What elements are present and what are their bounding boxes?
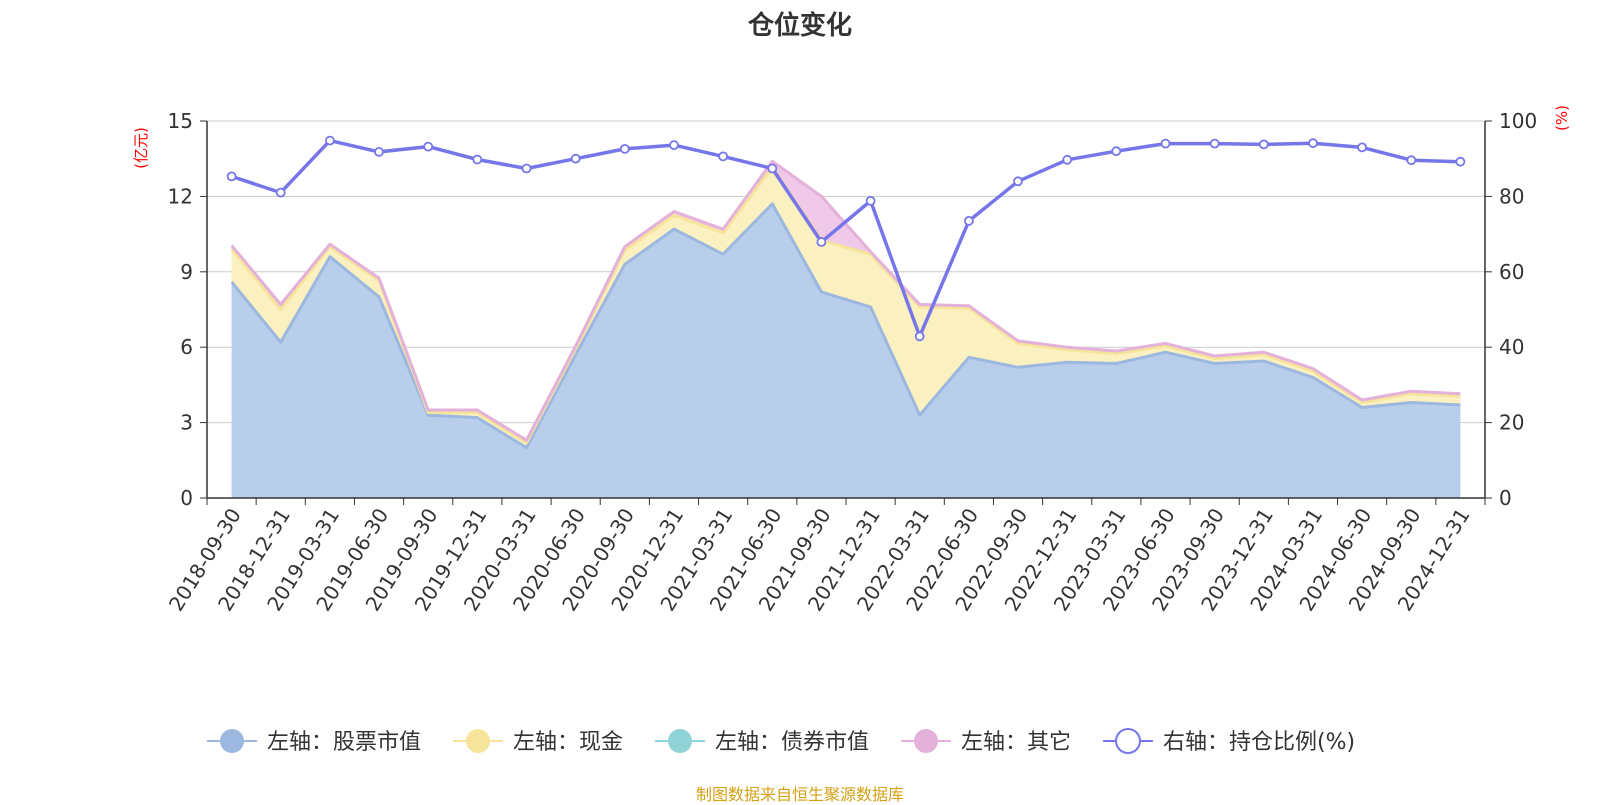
ratio-point bbox=[1013, 176, 1023, 187]
left-axis-tick-label: 0 bbox=[180, 486, 193, 510]
right-axis-unit-label: (%) bbox=[1553, 105, 1571, 131]
legend-item: 右轴：持仓比例(%) bbox=[1103, 728, 1355, 755]
legend-marker-icon bbox=[1115, 728, 1141, 754]
legend-label: 左轴：股票市值 bbox=[267, 730, 421, 755]
right-axis-tick-label: 80 bbox=[1499, 184, 1524, 208]
ratio-point bbox=[570, 153, 581, 164]
ratio-point bbox=[1209, 138, 1220, 149]
ratio-point bbox=[1160, 138, 1171, 149]
legend-marker-icon bbox=[466, 729, 490, 753]
chart-title: 仓位变化 bbox=[747, 10, 852, 41]
ratio-point bbox=[1357, 142, 1367, 153]
left-axis-tick-label: 9 bbox=[180, 260, 193, 284]
ratio-point bbox=[767, 163, 778, 174]
legend-label: 左轴：现金 bbox=[513, 730, 623, 755]
legend-item: 左轴：股票市值 bbox=[207, 729, 421, 755]
ratio-point bbox=[1062, 154, 1073, 165]
ratio-point bbox=[619, 143, 630, 154]
legend-item: 左轴：其它 bbox=[901, 729, 1071, 755]
legend-item: 左轴：债券市值 bbox=[655, 729, 869, 755]
ratio-point bbox=[669, 140, 679, 151]
area-line-series-4 bbox=[230, 159, 1461, 442]
ratio-point bbox=[226, 171, 237, 182]
ratio-point bbox=[374, 146, 384, 157]
data-source-footer: 制图数据来自恒生聚源数据库 bbox=[695, 785, 904, 804]
ratio-point bbox=[914, 331, 925, 342]
right-axis-tick-label: 100 bbox=[1499, 109, 1537, 133]
right-axis-tick-label: 0 bbox=[1499, 486, 1512, 510]
ratio-point bbox=[324, 135, 335, 146]
ratio-point bbox=[1455, 156, 1466, 167]
right-axis-tick-label: 40 bbox=[1499, 335, 1524, 359]
legend-label: 左轴：其它 bbox=[961, 730, 1071, 755]
legend-label: 右轴：持仓比例(%) bbox=[1163, 730, 1355, 755]
ratio-point bbox=[1258, 139, 1269, 150]
right-axis-tick-label: 60 bbox=[1499, 260, 1524, 284]
area-line-series-2 bbox=[230, 166, 1461, 445]
left-axis-tick-label: 15 bbox=[168, 109, 193, 133]
right-axis-tick-label: 20 bbox=[1499, 411, 1524, 435]
ratio-line bbox=[231, 138, 1461, 339]
ratio-point bbox=[1308, 138, 1318, 149]
legend: 左轴：股票市值 左轴：现金 左轴：债券市值 左轴：其它 右轴：持仓比例(%) bbox=[207, 728, 1355, 755]
ratio-point bbox=[865, 195, 876, 206]
ratio-point bbox=[423, 141, 434, 152]
legend-marker-icon bbox=[914, 729, 938, 753]
ratio-point bbox=[964, 215, 974, 226]
ratio-point bbox=[718, 151, 728, 162]
ratio-point bbox=[472, 154, 483, 165]
ratio-point bbox=[816, 237, 827, 247]
legend-label: 左轴：债券市值 bbox=[715, 730, 869, 755]
ratio-line-layer bbox=[226, 135, 1466, 342]
ratio-point bbox=[275, 187, 286, 198]
left-axis-tick-label: 12 bbox=[168, 184, 193, 208]
legend-item: 左轴：现金 bbox=[453, 729, 623, 755]
left-axis-tick-label: 6 bbox=[180, 335, 193, 359]
legend-marker-icon bbox=[220, 729, 244, 753]
left-axis-unit-label: (亿元) bbox=[132, 127, 150, 169]
left-axis-tick-label: 3 bbox=[180, 411, 193, 435]
ratio-point bbox=[1406, 155, 1417, 166]
legend-marker-icon bbox=[668, 729, 692, 753]
area-series-layer bbox=[230, 159, 1461, 498]
area-line-series-1 bbox=[230, 202, 1461, 450]
ratio-point bbox=[521, 163, 532, 174]
ratio-point bbox=[1111, 146, 1122, 157]
